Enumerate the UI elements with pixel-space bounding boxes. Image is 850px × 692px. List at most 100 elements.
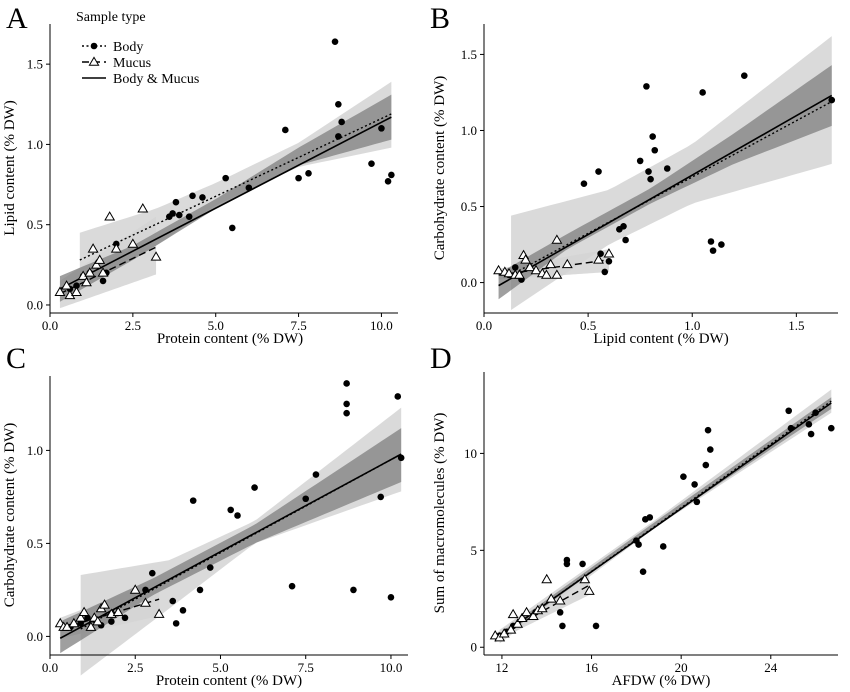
data-point-body <box>350 586 357 594</box>
data-point-body <box>601 268 609 276</box>
data-point-mucus <box>493 264 505 275</box>
x-tick-label: 0.5 <box>580 318 596 333</box>
data-point-mucus <box>503 267 515 278</box>
x-axis-label: Protein content (% DW) <box>156 673 302 689</box>
x-axis-label: AFDW (% DW) <box>612 673 711 689</box>
data-point-body <box>706 446 714 453</box>
x-tick-label: 24 <box>764 660 778 675</box>
fit-line-body-mucus <box>494 402 832 641</box>
data-point-body <box>172 620 180 627</box>
data-point-body <box>580 180 588 188</box>
data-point-body <box>189 497 197 504</box>
x-tick-label: 5.0 <box>212 660 228 675</box>
data-point-body <box>709 247 717 254</box>
data-point-body <box>343 380 350 387</box>
x-tick-label: 0.0 <box>42 318 58 333</box>
data-point-body <box>189 192 196 200</box>
data-point-body <box>620 223 627 230</box>
y-tick-label: 1.5 <box>27 57 43 72</box>
x-tick-label: 1.0 <box>684 318 700 333</box>
panel-letter: C <box>6 342 26 375</box>
x-axis-label: Lipid content (% DW) <box>593 331 728 347</box>
data-point-body <box>691 481 698 488</box>
x-tick-label: 1.5 <box>788 318 804 333</box>
data-point-body <box>827 424 835 432</box>
data-point-body <box>343 409 350 417</box>
panel-d: D 12 16 20 24 0 5 10 AFDW (% DW) Sum of macromole… <box>430 342 838 689</box>
data-point-body <box>185 213 193 220</box>
data-point-body <box>245 184 253 192</box>
data-point-mucus <box>583 585 595 595</box>
data-point-mucus <box>139 597 151 607</box>
data-point-body <box>169 210 176 217</box>
data-point-mucus <box>75 612 87 622</box>
data-point-body <box>556 609 564 616</box>
data-point-body <box>77 620 84 627</box>
data-point-body <box>338 118 345 126</box>
data-point-body <box>179 607 187 614</box>
data-point-mucus <box>603 248 615 258</box>
data-point-body <box>704 426 712 434</box>
data-point-body <box>169 597 177 605</box>
confidence-band-dark <box>59 94 392 302</box>
data-point-body <box>234 512 241 519</box>
y-tick-label: 1.0 <box>461 123 477 138</box>
data-point-body <box>142 586 149 594</box>
data-point-mucus <box>545 258 557 269</box>
data-point-body <box>384 178 392 185</box>
data-point-mucus <box>530 264 542 275</box>
panel-c: C 0.0 2.5 5.0 7.5 10.0 0.0 0.5 1.0 Protein conten… <box>2 342 408 689</box>
y-tick-label: 0.0 <box>461 275 477 290</box>
y-tick-label: 0.5 <box>27 217 43 232</box>
legend-label-mucus: Mucus <box>113 56 151 71</box>
data-point-mucus <box>524 261 536 272</box>
y-tick-label: 0.0 <box>27 297 43 312</box>
data-point-mucus <box>153 608 165 618</box>
y-tick-label: 0.5 <box>27 536 43 551</box>
y-tick-label: 0 <box>471 640 478 655</box>
data-point-body <box>343 400 350 408</box>
data-point-mucus <box>545 593 557 603</box>
data-point-mucus <box>551 269 563 279</box>
panel-letter: A <box>6 2 28 35</box>
data-point-body <box>172 198 180 206</box>
data-point-body <box>785 407 793 415</box>
data-point-mucus <box>127 238 139 248</box>
data-point-body <box>622 236 629 244</box>
data-point-body <box>646 514 654 521</box>
data-point-body <box>702 461 710 469</box>
legend-marker-body <box>90 42 98 50</box>
data-point-body <box>693 498 701 506</box>
data-point-body <box>718 241 725 248</box>
data-point-body <box>121 614 129 622</box>
data-point-mucus <box>71 286 82 296</box>
data-point-body <box>559 622 566 630</box>
panel-letter: D <box>430 342 452 375</box>
data-point-mucus <box>110 243 122 253</box>
data-point-mucus <box>593 254 604 264</box>
data-point-body <box>335 133 342 140</box>
data-point-mucus <box>554 595 566 605</box>
data-point-body <box>643 83 650 90</box>
data-point-mucus <box>104 211 116 221</box>
data-point-mucus <box>99 599 111 609</box>
data-point-body <box>206 564 214 571</box>
data-point-mucus <box>536 602 548 613</box>
x-tick-label: 2.5 <box>127 660 143 675</box>
data-point-body <box>663 165 671 172</box>
data-point-body <box>84 614 91 622</box>
legend-title: Sample type <box>76 10 146 25</box>
x-tick-label: 7.5 <box>298 660 314 675</box>
data-point-mucus <box>150 251 162 261</box>
legend-label-both: Body & Mucus <box>113 72 199 87</box>
data-point-mucus <box>541 573 553 584</box>
x-tick-label: 0.0 <box>476 318 492 333</box>
data-point-mucus <box>551 234 563 244</box>
y-axis-label: Carbohydrate content (% DW) <box>2 423 18 608</box>
data-point-body <box>222 174 229 182</box>
data-point-mucus <box>516 612 528 622</box>
confidence-band-dark <box>498 65 832 300</box>
data-point-mucus <box>90 259 102 269</box>
data-point-body <box>579 560 586 568</box>
data-point-body <box>787 424 795 432</box>
